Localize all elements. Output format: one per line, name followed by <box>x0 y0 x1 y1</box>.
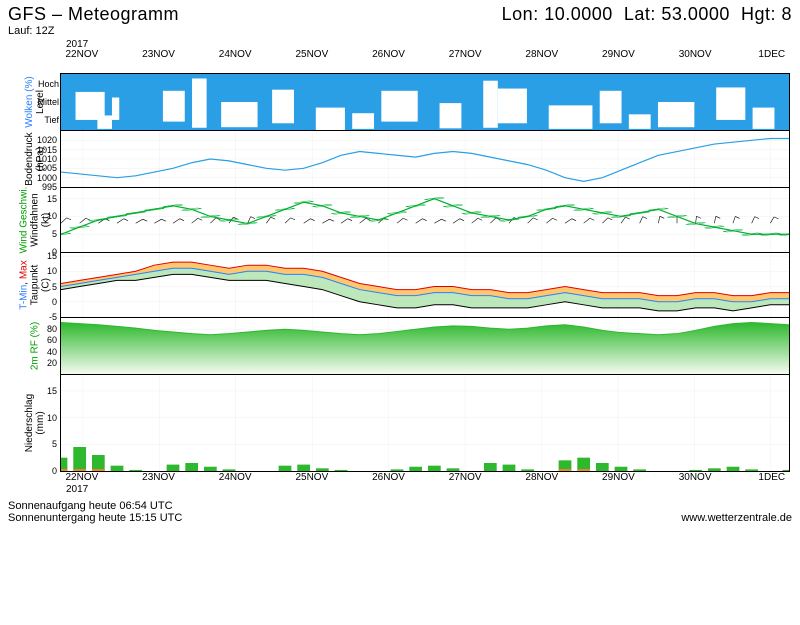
time-tick: 25NOV <box>295 49 328 60</box>
time-tick: 1DEC <box>758 49 785 60</box>
time-tick: 27NOV <box>449 472 482 483</box>
time-tick: 28NOV <box>525 472 558 483</box>
time-tick: 23NOV <box>142 49 175 60</box>
header: GFS – Meteogramm Lon: 10.0000 Lat: 53.00… <box>0 0 800 25</box>
panel-temp: T-Min, MaxTaupunkt(C)-5051015 <box>60 253 790 318</box>
panel-rh: 2m RF (%)20406080 <box>60 318 790 375</box>
panel-wind: Wind Geschwi.Windfahnen(kt)051015 <box>60 188 790 253</box>
panel-precip: Niederschlag(mm)051015 <box>60 375 790 472</box>
time-tick: 22NOV <box>65 472 98 483</box>
time-tick: 29NOV <box>602 472 635 483</box>
title: GFS – Meteogramm <box>8 4 179 25</box>
plot-area: Wolken (%)LevelHochMittelTiefBodendruck(… <box>60 73 790 472</box>
time-tick: 22NOV <box>65 49 98 60</box>
year-bottom: 2017 <box>66 484 88 495</box>
site-credit: www.wetterzentrale.de <box>681 512 792 524</box>
time-tick: 23NOV <box>142 472 175 483</box>
panel-pressure: Bodendruck(hPa)99510001005101010151020 <box>60 131 790 188</box>
time-tick: 26NOV <box>372 472 405 483</box>
time-tick: 25NOV <box>295 472 328 483</box>
time-axis-bottom: 22NOV 23NOV 24NOV 25NOV 26NOV 27NOV 28NOV 29NOV… <box>60 472 790 496</box>
time-tick: 24NOV <box>219 472 252 483</box>
time-axis-top: 22NOV 23NOV 24NOV 25NOV 26NOV 27NOV 28NOV 29NOV… <box>60 39 790 73</box>
time-tick: 30NOV <box>679 49 712 60</box>
geo-info: Lon: 10.0000 Lat: 53.0000 Hgt: 8 <box>502 4 792 25</box>
footer: Sonnenaufgang heute 06:54 UTC Sonnenunte… <box>0 496 800 528</box>
run-line: Lauf: 12Z <box>0 25 800 39</box>
time-tick: 28NOV <box>525 49 558 60</box>
time-tick: 26NOV <box>372 49 405 60</box>
time-tick: 30NOV <box>679 472 712 483</box>
panel-clouds: Wolken (%)LevelHochMittelTief <box>60 73 790 131</box>
time-tick: 29NOV <box>602 49 635 60</box>
time-tick: 24NOV <box>219 49 252 60</box>
time-tick: 27NOV <box>449 49 482 60</box>
time-tick: 1DEC <box>758 472 785 483</box>
